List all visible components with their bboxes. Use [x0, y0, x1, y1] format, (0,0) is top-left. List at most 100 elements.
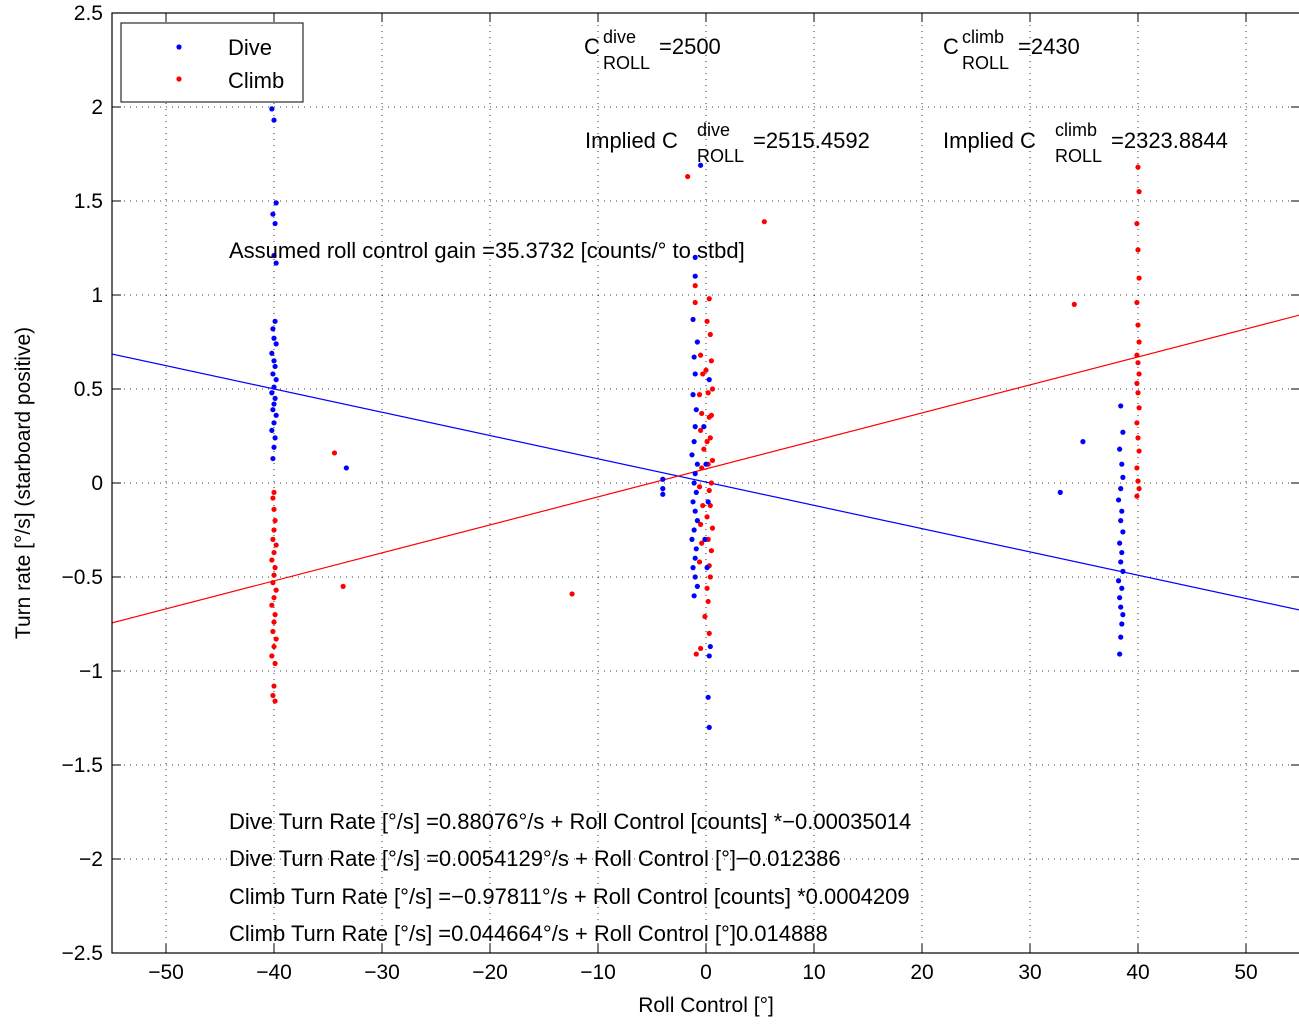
dive-point [691, 593, 697, 599]
climb-point [706, 296, 712, 302]
climb-point [700, 371, 706, 377]
x-tick-label: −50 [148, 961, 184, 984]
c-roll-dive-annotation: C dive ROLL =2500 [584, 27, 721, 73]
dive-point [694, 518, 700, 524]
climb-point [271, 683, 277, 689]
dive-point [1120, 429, 1126, 435]
climb-point [272, 612, 278, 618]
legend-box [120, 22, 304, 103]
dive-point [1120, 568, 1126, 574]
dive-point [1057, 489, 1063, 495]
dive-point [271, 117, 277, 123]
dive-point [1118, 604, 1124, 610]
x-tick-label: −20 [472, 961, 508, 984]
dive-point [693, 489, 699, 495]
c-roll-climb-value: =2430 [1018, 34, 1080, 59]
y-tick-label: −1 [79, 660, 103, 683]
dive-point [1118, 403, 1124, 409]
dive-point [269, 106, 275, 112]
dive-point [271, 335, 277, 341]
climb-point [271, 619, 277, 625]
climb-point [692, 299, 698, 306]
dive-point [269, 350, 275, 356]
x-tick-label: −10 [580, 961, 616, 984]
c-roll-climb-sub: ROLL [962, 53, 1009, 73]
climb-point [700, 502, 706, 509]
dive-point [272, 363, 278, 370]
plot-background [112, 13, 1299, 953]
climb-point [1135, 435, 1141, 441]
dive-point [704, 565, 710, 571]
dive-point [1118, 518, 1124, 524]
climb-point [704, 439, 710, 445]
climb-point [1134, 299, 1140, 306]
implied-dive-sup: dive [697, 120, 730, 140]
climb-point [270, 692, 276, 699]
y-tick-label: 1.5 [74, 190, 103, 213]
dive-point [273, 200, 279, 206]
climb-point [272, 698, 278, 704]
dive-fit-line [111, 353, 1299, 611]
climb-point [699, 410, 705, 417]
climb-point [708, 480, 715, 486]
dive-point [692, 574, 698, 580]
climb-point [704, 585, 710, 591]
x-axis-label: Roll Control [°] [638, 994, 774, 1017]
c-roll-climb-prefix: C [943, 34, 959, 59]
dive-point [270, 326, 276, 332]
dive-point [1117, 540, 1123, 546]
dive-point [692, 508, 698, 514]
dive-point [702, 536, 708, 543]
dive-point [1117, 651, 1123, 657]
dive-point [692, 273, 698, 279]
dive-point [273, 341, 279, 347]
dive-point [273, 260, 279, 266]
dive-point [694, 583, 700, 590]
y-axis-label: Turn rate [°/s] (starboard positive) [12, 327, 35, 639]
climb-point [1134, 493, 1140, 499]
climb-point [703, 367, 709, 373]
climb-point [270, 628, 276, 635]
climb-point [707, 331, 713, 338]
climb-point [271, 572, 277, 578]
climb-point [707, 574, 713, 580]
dive-point [694, 339, 700, 345]
c-roll-dive-prefix: C [584, 34, 600, 59]
dive-counts-equation: Dive Turn Rate [°/s] =0.88076°/s + Roll … [229, 809, 911, 834]
dive-point [692, 471, 698, 477]
climb-point [709, 525, 716, 531]
dive-point [271, 401, 277, 407]
dive-point [690, 499, 696, 505]
implied-climb-annotation: Implied C climb ROLL =2323.8844 [943, 120, 1228, 166]
legend: Dive Climb [120, 22, 304, 103]
dive-point [706, 724, 712, 731]
climb-point [696, 392, 703, 398]
climb-point [708, 358, 715, 364]
dive-point [691, 527, 697, 533]
dive-point [1119, 621, 1125, 627]
implied-dive-value: =2515.4592 [753, 128, 870, 153]
dive-point [691, 439, 697, 445]
climb-point [693, 651, 699, 657]
climb-counts-equation: Climb Turn Rate [°/s] =−0.97811°/s + Rol… [229, 884, 910, 909]
dive-point [270, 455, 276, 462]
climb-point [1136, 405, 1142, 411]
climb-point [707, 435, 713, 441]
dive-point [272, 395, 278, 401]
climb-point [708, 412, 715, 418]
y-tick-label: 1 [91, 284, 103, 307]
dive-point [343, 465, 349, 471]
climb-point [273, 587, 279, 593]
dive-point [1115, 578, 1122, 584]
dive-point [272, 220, 278, 227]
implied-dive-annotation: Implied C dive ROLL =2515.4592 [585, 120, 870, 166]
dive-point [272, 435, 278, 441]
dive-point [271, 444, 277, 450]
climb-point [271, 549, 277, 556]
climb-point [569, 591, 575, 597]
dive-point [1080, 439, 1086, 445]
c-roll-climb-annotation: C climb ROLL =2430 [943, 27, 1080, 73]
climb-point [698, 645, 704, 652]
climb-point [704, 318, 710, 324]
legend-climb-label: Climb [228, 68, 284, 93]
